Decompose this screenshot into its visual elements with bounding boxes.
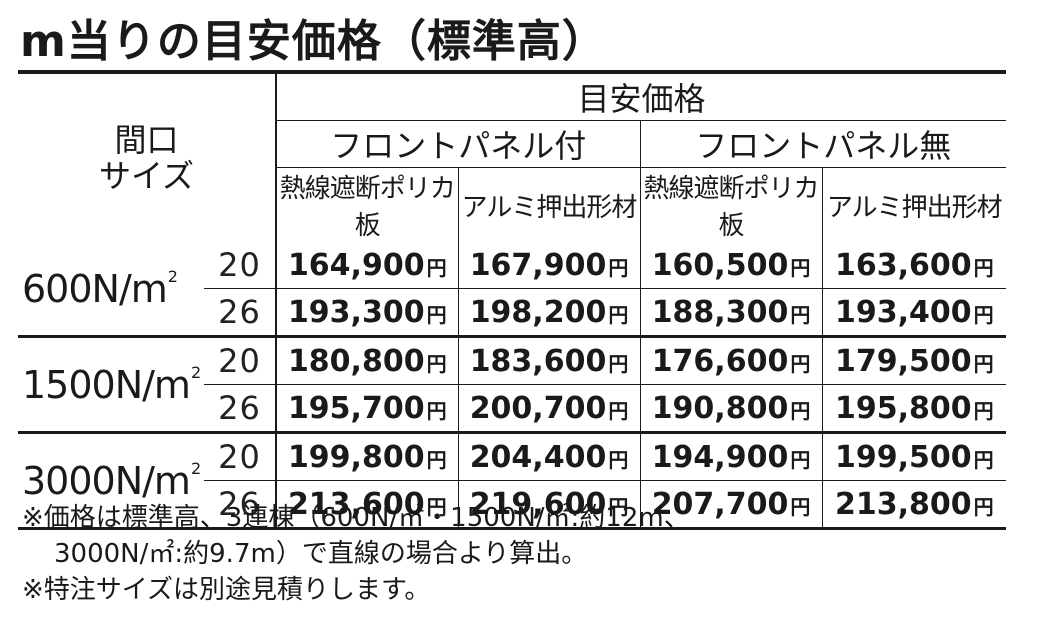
price-cell: 160,500 円 (639, 242, 823, 289)
price-cell: 180,800 円 (275, 336, 459, 385)
price-cell: 198,200 円 (457, 288, 641, 338)
table-row: 26 195,700 円 200,700 円 190,800 円 195,800 円 (18, 384, 1007, 434)
price-cell: 200,700 円 (457, 384, 641, 434)
price-cell: 176,600 円 (639, 336, 823, 385)
price-cell: 164,900 円 (275, 242, 459, 289)
thickness-cell: 26 (204, 480, 277, 530)
footnote-line-2: 3000N/㎡:約9.7m）で直線の場合より算出。 (54, 539, 588, 569)
price-cell: 179,500 円 (821, 336, 1007, 385)
price-cell: 194,900 円 (639, 432, 823, 481)
size-header-line2: サイズ (98, 157, 195, 195)
footnote-line-1: ※価格は標準高、3連棟（600N/㎡・1500N/㎡:約12m、 (22, 503, 690, 533)
footnote-line-3: ※特注サイズは別途見積りします。 (22, 575, 431, 605)
footnotes: ※価格は標準高、3連棟（600N/㎡・1500N/㎡:約12m、 3000N/㎡… (22, 500, 690, 608)
price-cell: 193,300 円 (275, 288, 459, 338)
table-row: 1500N/m2 20 180,800 円 183,600 円 176,600 円 1… (18, 336, 1007, 434)
size-header-line1: 間口 (114, 121, 179, 159)
size-header: 間口 サイズ (18, 74, 278, 242)
table-row: 26 213,600 円 219,600 円 207,700 円 213,800 円 (18, 480, 1007, 530)
price-cell: 163,600 円 (821, 242, 1007, 289)
price-group-header: 目安価格 (577, 80, 706, 118)
price-table: 間口 サイズ 目安価格 フロントパネル付 フロントパネル無 熱線遮断ポリカ板 ア… (18, 74, 1007, 530)
header-row-2: フロントパネル付 フロントパネル無 (18, 120, 1007, 168)
price-cell: 204,400 円 (457, 432, 641, 481)
load-label: 1500N/m2 (18, 336, 204, 434)
thickness-cell: 26 (204, 384, 277, 434)
price-cell: 207,700 円 (639, 480, 823, 530)
table-row: 600N/m2 20 164,900 円 167,900 円 160,500 円 16… (18, 242, 1007, 338)
header-row-1: 間口 サイズ 目安価格 (18, 74, 1006, 242)
price-cell: 167,900 円 (457, 242, 641, 289)
price-cell: 195,700 円 (275, 384, 459, 434)
thickness-cell: 26 (204, 288, 277, 338)
header-row-3: 熱線遮断ポリカ板 アルミ押出形材 熱線遮断ポリカ板 アルミ押出形材 (18, 167, 1007, 242)
price-cell: 195,800 円 (821, 384, 1007, 434)
load-label: 3000N/m2 (18, 432, 204, 530)
price-cell: 199,800 円 (275, 432, 459, 481)
price-cell: 188,300 円 (639, 288, 823, 338)
material-header-3: 熱線遮断ポリカ板 (639, 167, 823, 242)
title-divider (18, 70, 1006, 74)
material-header-2: アルミ押出形材 (457, 167, 641, 242)
material-header-1: 熱線遮断ポリカ板 (276, 167, 459, 242)
price-cell: 213,600 円 (275, 480, 459, 530)
price-cell: 190,800 円 (639, 384, 823, 434)
thickness-cell: 20 (204, 336, 277, 385)
material-header-4: アルミ押出形材 (821, 167, 1007, 242)
price-cell: 193,400 円 (821, 288, 1007, 338)
front-panel-with-header: フロントパネル付 (276, 120, 641, 168)
price-cell: 213,800 円 (821, 480, 1007, 530)
price-cell: 219,600 円 (457, 480, 641, 530)
thickness-cell: 20 (204, 242, 277, 289)
load-label: 600N/m2 (18, 242, 204, 338)
thickness-cell: 20 (204, 432, 277, 481)
page-title: m当りの目安価格（標準高） (20, 16, 607, 67)
price-cell: 199,500 円 (821, 432, 1007, 481)
front-panel-without-header: フロントパネル無 (639, 120, 1007, 168)
table-row: 3000N/m2 20 199,800 円 204,400 円 194,900 円 1… (18, 432, 1007, 530)
price-cell: 183,600 円 (457, 336, 641, 385)
table-row: 26 193,300 円 198,200 円 188,300 円 193,400 円 (18, 288, 1007, 338)
